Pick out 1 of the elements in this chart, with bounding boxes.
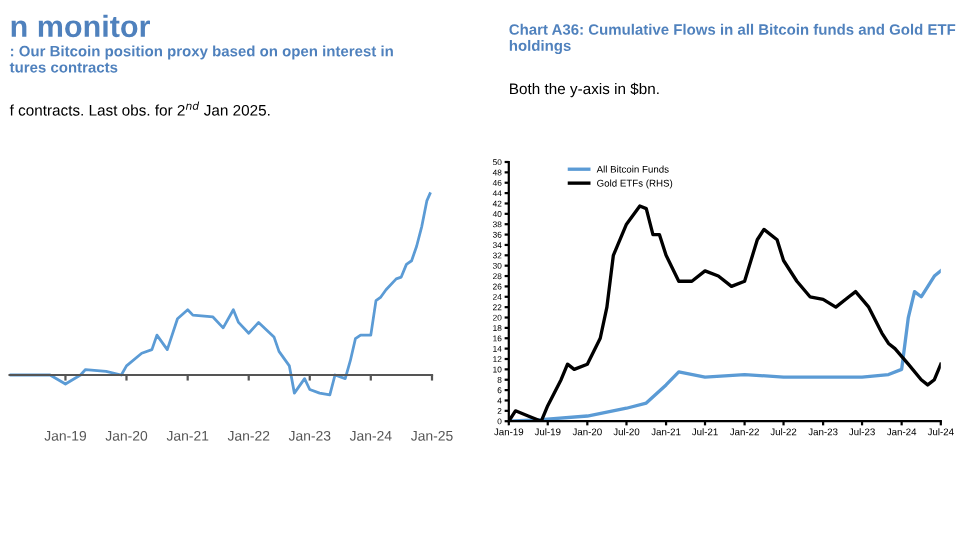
text: n monitor [11,14,151,38]
